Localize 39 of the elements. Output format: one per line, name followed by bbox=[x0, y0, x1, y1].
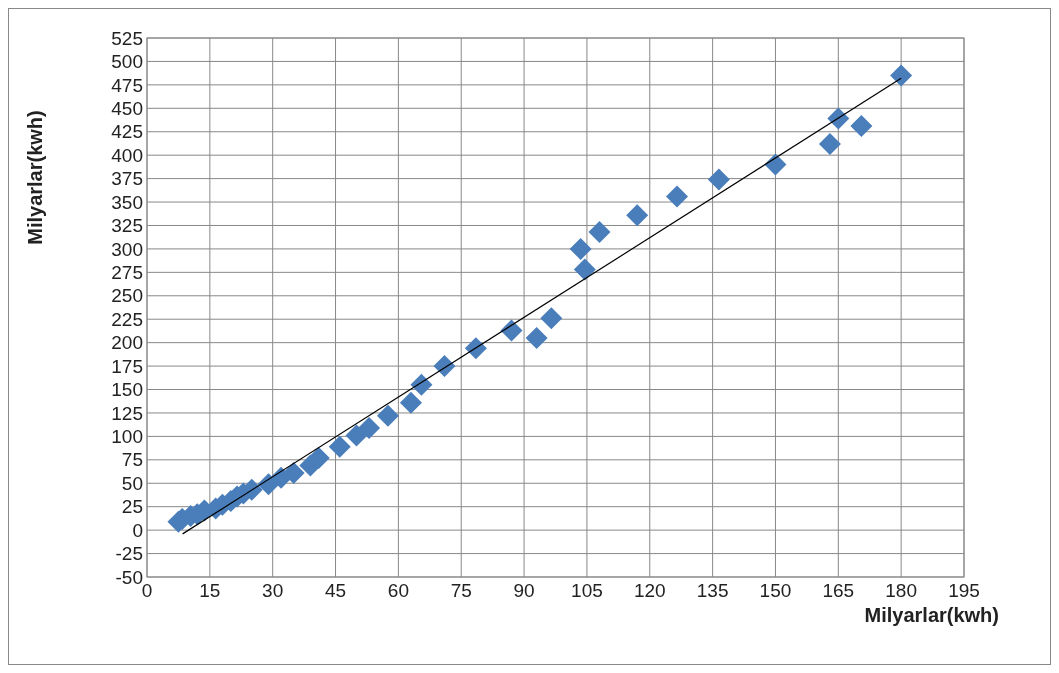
y-tick-label: 200 bbox=[111, 332, 143, 354]
x-tick-label: 90 bbox=[513, 580, 535, 601]
y-tick-label: -25 bbox=[115, 543, 143, 565]
x-axis-title: Milyarlar(kwh) bbox=[864, 604, 999, 626]
y-tick-label: 350 bbox=[111, 191, 143, 213]
x-tick-label: 165 bbox=[822, 580, 855, 601]
y-tick-label: 250 bbox=[111, 285, 143, 307]
y-tick-label: 75 bbox=[121, 449, 143, 471]
x-tick-label: 135 bbox=[696, 580, 729, 601]
y-tick-label: -50 bbox=[115, 566, 143, 588]
x-tick-label: 75 bbox=[450, 580, 472, 601]
y-tick-label: 425 bbox=[111, 121, 143, 143]
y-tick-label: 25 bbox=[121, 496, 143, 518]
y-tick-label: 450 bbox=[111, 97, 143, 119]
x-tick-label: 120 bbox=[633, 580, 666, 601]
x-tick-label: 30 bbox=[262, 580, 284, 601]
y-tick-label: 525 bbox=[111, 27, 143, 49]
y-axis-title: Milyarlar(kwh) bbox=[24, 110, 46, 245]
x-tick-label: 60 bbox=[387, 580, 409, 601]
y-tick-label: 300 bbox=[111, 238, 143, 260]
x-tick-label: 105 bbox=[571, 580, 603, 601]
y-tick-label: 475 bbox=[111, 74, 143, 96]
x-tick-label: 15 bbox=[199, 580, 221, 601]
y-tick-label: 150 bbox=[111, 379, 143, 401]
y-tick-label: 325 bbox=[111, 215, 143, 237]
x-tick-label: 150 bbox=[759, 580, 792, 601]
y-tick-label: 400 bbox=[111, 144, 143, 166]
y-tick-label: 225 bbox=[111, 308, 143, 330]
y-tick-label: 275 bbox=[111, 262, 143, 283]
x-tick-label: 180 bbox=[885, 580, 918, 601]
y-tick-label: 50 bbox=[121, 472, 143, 494]
y-tick-label: 375 bbox=[111, 168, 143, 190]
x-tick-label: 195 bbox=[948, 580, 980, 601]
y-tick-label: 125 bbox=[111, 402, 143, 424]
x-tick-label: 45 bbox=[324, 580, 347, 601]
y-tick-label: 500 bbox=[111, 51, 143, 73]
y-tick-label: 175 bbox=[111, 355, 143, 377]
y-tick-label: 0 bbox=[132, 519, 143, 541]
y-tick-label: 100 bbox=[111, 426, 143, 448]
